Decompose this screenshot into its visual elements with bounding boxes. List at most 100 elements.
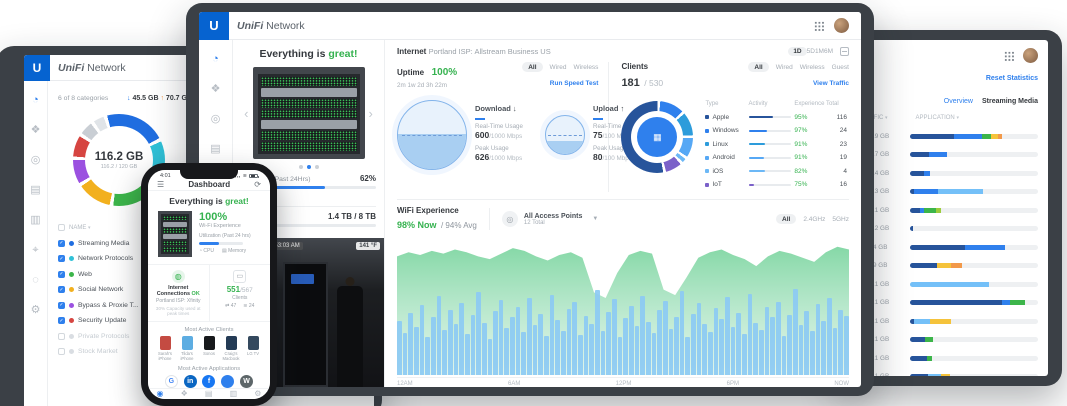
wordpress-icon[interactable]: W <box>240 374 254 388</box>
access-points-selector[interactable]: ◎ All Access Points 12 Total ▼ <box>501 211 598 227</box>
carousel-next-icon[interactable]: › <box>368 105 373 121</box>
bar-segment <box>953 133 982 139</box>
range-1m[interactable]: 1M <box>814 48 824 55</box>
clients-tab-wired[interactable]: Wired <box>775 63 793 71</box>
bar-segment <box>920 207 925 213</box>
clients-card[interactable]: ▭ 551/567 Clients ⇄ 47 ≋ 24 <box>208 264 271 321</box>
user-avatar[interactable] <box>1023 48 1038 63</box>
client-label: LG TV <box>246 350 260 356</box>
active-client[interactable]: Tilda's iPhone <box>178 335 196 361</box>
carousel-dot[interactable] <box>314 165 319 169</box>
application-stacked-bar <box>910 374 1038 376</box>
range-6m[interactable]: 6M <box>823 48 833 55</box>
internet-ok-badge: OK <box>191 290 200 297</box>
client-color-dot <box>705 155 710 160</box>
category-name: Bypass & Proxie T... <box>78 301 139 309</box>
row-checkbox[interactable]: ✓ <box>58 286 65 294</box>
tab-overview[interactable]: Overview <box>943 98 973 105</box>
browser-icon[interactable] <box>221 374 235 388</box>
row-checkbox[interactable] <box>58 332 65 340</box>
map-icon[interactable]: ⌖ <box>32 244 39 256</box>
band-tab-5ghz[interactable]: 5GHz <box>832 215 849 223</box>
clients-tab-all[interactable]: All <box>748 62 769 72</box>
active-client[interactable]: LG TV <box>244 335 262 361</box>
google-icon[interactable]: G <box>164 374 178 388</box>
user-avatar[interactable] <box>834 18 849 33</box>
statistics-icon[interactable]: ▥ <box>30 214 41 226</box>
app-grid-icon[interactable] <box>1004 50 1014 61</box>
reset-statistics-link[interactable]: Reset Statistics <box>985 75 1038 82</box>
nav-clients-icon[interactable]: ▤ <box>204 389 213 399</box>
client-experience: 91% <box>794 154 808 162</box>
active-client[interactable]: Sonos <box>200 335 218 361</box>
clients-icon[interactable]: ◎ <box>210 113 221 125</box>
band-tab-all[interactable]: All <box>776 214 797 224</box>
status-title: Everything is great! <box>259 48 358 60</box>
client-total: 116 <box>836 113 847 121</box>
traffic-bar <box>521 332 527 375</box>
internet-tab-all[interactable]: All <box>522 62 543 72</box>
access-point-icon: ▭ <box>233 269 247 283</box>
carousel-prev-icon[interactable]: ‹ <box>244 105 249 121</box>
linkedin-icon[interactable]: in <box>183 374 197 388</box>
application-column-header[interactable]: APPLICATION ▾ <box>915 115 959 121</box>
dashboard-main: 1D 5D1M6M Internet Portland ISP: Allstrea… <box>385 40 861 387</box>
dashboard-icon[interactable]: ◔ <box>32 94 39 106</box>
clients-icon[interactable]: ◎ <box>30 154 41 166</box>
application-stacked-bar <box>910 170 1038 176</box>
calendar-icon[interactable] <box>840 47 849 56</box>
active-client[interactable]: Sarah's iPhone <box>156 335 174 361</box>
band-tab-2.4ghz[interactable]: 2.4GHz <box>803 215 826 223</box>
row-checkbox[interactable]: ✓ <box>58 255 65 263</box>
row-checkbox[interactable]: ✓ <box>58 270 65 278</box>
nav-dashboard-icon[interactable]: ◉ <box>156 389 164 399</box>
traffic-bar <box>713 307 719 375</box>
nav-statistics-icon[interactable]: ▥ <box>229 389 238 399</box>
devices-icon[interactable]: ❖ <box>210 83 221 95</box>
nav-devices-icon[interactable]: ❖ <box>180 389 188 399</box>
application-row: … / 5.7 GB <box>858 146 1038 165</box>
carousel-dot[interactable] <box>298 165 303 169</box>
run-speed-test-link[interactable]: Run Speed Test <box>549 80 599 87</box>
alerts-icon[interactable]: ◌ <box>32 274 39 286</box>
application-row: … / 19 GB <box>858 257 1038 276</box>
insights-icon[interactable]: ▤ <box>210 143 221 155</box>
row-checkbox[interactable]: ✓ <box>58 239 65 247</box>
nav-settings-icon[interactable]: ⚙ <box>254 389 262 399</box>
camera-person-silhouette <box>337 285 363 387</box>
clients-tab-wireless[interactable]: Wireless <box>799 63 825 71</box>
category-color-dot <box>69 333 74 339</box>
carousel-dot[interactable] <box>306 165 311 169</box>
clients-tab-guest[interactable]: Guest <box>831 63 849 71</box>
insights-icon[interactable]: ▤ <box>30 184 41 196</box>
view-traffic-link[interactable]: View Traffic <box>812 80 849 87</box>
name-column-header[interactable]: NAME ▾ <box>69 224 91 231</box>
row-checkbox[interactable]: ✓ <box>58 301 65 309</box>
active-client[interactable]: Craig's Macbook <box>222 335 240 361</box>
menu-icon[interactable]: ☰ <box>157 180 165 190</box>
settings-icon[interactable]: ⚙ <box>30 304 41 316</box>
internet-tab-wireless[interactable]: Wireless <box>573 63 599 71</box>
row-checkbox[interactable] <box>58 348 65 356</box>
select-all-checkbox[interactable] <box>58 224 65 232</box>
dashboard-icon[interactable]: ◔ <box>212 53 219 65</box>
traffic-bar <box>764 306 770 375</box>
bar-segment <box>910 281 990 287</box>
traffic-bar <box>787 314 792 375</box>
traffic-bar <box>566 308 572 375</box>
facebook-icon[interactable]: f <box>202 374 216 388</box>
category-color-dot <box>69 240 74 246</box>
bar-segment <box>950 263 963 269</box>
row-checkbox[interactable]: ✓ <box>58 317 65 325</box>
phone-wifi-pct: 100% <box>199 210 228 223</box>
application-row: … / 7.1 GB <box>858 294 1038 313</box>
app-grid-icon[interactable] <box>814 20 824 31</box>
internet-tab-wired[interactable]: Wired <box>549 63 567 71</box>
phone-status-title: Everything is great! <box>169 195 249 206</box>
camera-feed[interactable]: R: 2/25/20 9:53:03 AM 141 °F <box>233 238 384 387</box>
devices-icon[interactable]: ❖ <box>30 124 41 136</box>
internet-connections-card[interactable]: ◍ Internet Connections OK Portland ISP: … <box>148 265 209 321</box>
range-5d[interactable]: 5D <box>806 48 815 55</box>
range-1d[interactable]: 1D <box>788 47 807 56</box>
refresh-icon[interactable]: ⟳ <box>254 180 261 190</box>
